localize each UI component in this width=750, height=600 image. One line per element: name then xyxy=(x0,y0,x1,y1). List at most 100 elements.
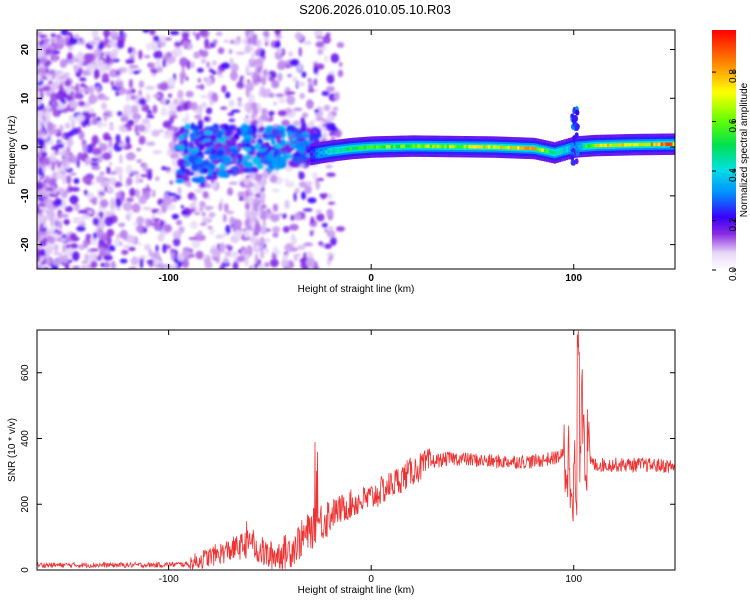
spectrogram-ridge-cell xyxy=(344,147,348,152)
spectrogram-noise-blob xyxy=(175,219,183,226)
spectrogram-noise-blob xyxy=(116,207,121,211)
spectrogram-noise-blob xyxy=(179,57,189,67)
spectrogram-cluster-blob xyxy=(258,126,266,131)
spectrogram-noise-blob xyxy=(334,91,340,101)
spectrogram-cluster-blob xyxy=(266,153,274,161)
spectrogram-frame xyxy=(36,29,676,270)
spectrogram-noise-blob xyxy=(64,206,74,213)
spectrogram-noise-blob xyxy=(98,194,104,199)
spectrogram-ridge-cell xyxy=(366,145,369,150)
spectrogram-ridge-cell xyxy=(526,146,530,150)
spectrogram-ridge-cell xyxy=(592,144,595,148)
spectrogram-noise-blob xyxy=(285,107,293,115)
spectrogram-noise-blob xyxy=(110,197,114,206)
spectrogram-noise-blob xyxy=(40,249,47,257)
spectrogram-noise-blob xyxy=(307,197,317,204)
spectrogram-noise-blob xyxy=(73,177,80,184)
spectrogram-noise-blob xyxy=(98,211,104,218)
spectrogram-ridge-cell xyxy=(337,148,340,152)
spectrogram-noise-blob xyxy=(82,88,92,93)
spectrogram-noise-blob xyxy=(254,253,259,265)
spectrogram-noise-blob xyxy=(152,35,160,42)
colorbar-tick-label: 0.2 xyxy=(728,217,739,231)
snr-y-label: SNR (10 * v/v) xyxy=(7,418,18,482)
spectrogram-noise-blob xyxy=(324,38,331,43)
spectrogram-noise-blob xyxy=(170,251,175,261)
spectrogram-noise-blob xyxy=(277,72,283,82)
spectrogram-noise-blob xyxy=(179,74,184,85)
spectrogram-noise-blob xyxy=(108,161,113,167)
spectrogram-noise-blob xyxy=(106,55,111,65)
spectrogram-x-tick-label: -100 xyxy=(159,273,179,284)
spectrogram-ridge-cell xyxy=(667,142,671,146)
spectrogram-noise-blob xyxy=(260,204,267,209)
spectrogram-noise-blob xyxy=(243,117,250,125)
spectrogram-noise-blob xyxy=(153,50,163,60)
spectrogram-noise-blob xyxy=(329,236,337,246)
spectrogram-noise-blob xyxy=(162,58,167,68)
spectrogram-noise-blob xyxy=(163,224,173,233)
colorbar-tick-label: 0.8 xyxy=(728,69,739,83)
spectrogram-noise-blob xyxy=(37,122,43,131)
spectrogram-noise-blob xyxy=(145,93,151,103)
spectrogram-noise-blob xyxy=(142,104,150,112)
spectrogram-noise-blob xyxy=(327,192,333,201)
spectrogram-cluster-blob xyxy=(187,154,196,164)
spectrogram-noise-blob xyxy=(325,32,331,37)
spectrogram-noise-blob xyxy=(155,176,160,182)
spectrogram-noise-blob xyxy=(77,152,84,161)
spectrogram-noise-blob xyxy=(37,62,45,69)
spectrogram-noise-blob xyxy=(53,54,57,63)
spectrogram-noise-blob xyxy=(168,116,175,124)
spectrogram-cluster-blob xyxy=(245,154,252,161)
spectrogram-ridge-cell xyxy=(636,142,639,147)
spectrogram-noise-blob xyxy=(299,92,305,100)
spectrogram-noise-blob xyxy=(299,182,308,188)
spectrogram-noise-blob xyxy=(294,32,303,40)
spectrogram-noise-blob xyxy=(141,118,151,125)
spectrogram-ridge-cell xyxy=(587,144,591,148)
spectrogram-noise-blob xyxy=(61,134,67,139)
spectrogram-ridge-cell xyxy=(334,148,338,153)
snr-panel: -100 0 100 0 200 400 600 Height of straight li… xyxy=(7,329,676,596)
spectrogram-ridge-cell xyxy=(665,142,668,146)
spectrogram-noise-blob xyxy=(114,237,120,247)
spectrogram-noise-blob xyxy=(48,209,55,218)
spectrogram-cluster-blob xyxy=(270,139,276,146)
spectrogram-noise-blob xyxy=(192,30,197,37)
spectrogram-noise-blob xyxy=(155,244,159,253)
spectrogram-noise-blob xyxy=(307,88,315,93)
spectrogram-noise-blob xyxy=(158,129,165,133)
spectrogram-noise-blob xyxy=(87,210,93,214)
spectrogram-noise-blob xyxy=(338,61,343,67)
spectrogram-noise-blob xyxy=(106,235,112,246)
spectrogram-spike-blob xyxy=(575,109,580,116)
spectrogram-noise-blob xyxy=(323,243,332,249)
spectrogram-noise-blob xyxy=(114,181,123,188)
spectrogram-ridge-cell xyxy=(623,143,627,147)
spectrogram-noise-blob xyxy=(171,213,179,220)
spectrogram-noise-blob xyxy=(161,55,172,60)
spectrogram-noise-blob xyxy=(237,101,243,108)
spectrogram-noise-blob xyxy=(69,172,77,176)
spectrogram-noise-blob xyxy=(294,187,300,195)
spectrogram-y-tick-label: -10 xyxy=(20,188,31,203)
spectrogram-noise-blob xyxy=(109,122,114,126)
spectrogram-ridge-cell xyxy=(480,145,484,149)
spectrogram-cluster-blob xyxy=(299,153,308,162)
spectrogram-noise-blob xyxy=(90,162,99,167)
spectrogram-noise-blob xyxy=(50,217,54,227)
spectrogram-noise-blob xyxy=(161,204,167,214)
spectrogram-noise-blob xyxy=(287,73,292,78)
spectrogram-noise-blob xyxy=(37,220,41,230)
spectrogram-cluster-blob xyxy=(236,142,243,149)
spectrogram-cluster-blob xyxy=(294,127,299,132)
spectrogram-noise-blob xyxy=(168,110,178,115)
spectrogram-noise-blob xyxy=(48,80,53,85)
spectrogram-noise-blob xyxy=(202,191,209,199)
spectrogram-spike-blob xyxy=(570,142,575,149)
spectrogram-noise-blob xyxy=(162,120,172,129)
spectrogram-noise-blob xyxy=(65,244,71,249)
spectrogram-ridge-cell xyxy=(597,143,600,148)
spectrogram-noise-blob xyxy=(196,67,204,73)
